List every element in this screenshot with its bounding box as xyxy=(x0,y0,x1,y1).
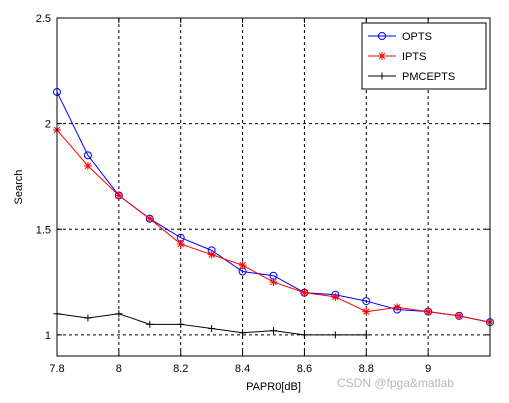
data-point-pmcepts xyxy=(115,310,123,318)
watermark: CSDN @fpga&matlab xyxy=(337,376,454,390)
data-point-ipts xyxy=(331,292,340,301)
x-tick-label: 9 xyxy=(425,363,431,375)
x-tick-label: 8.8 xyxy=(359,363,374,375)
data-point-ipts xyxy=(269,278,278,287)
tick-labels: 7.8 8 8.2 8.4 8.6 8.8 9 1 1.5 2 2.5 xyxy=(36,13,432,375)
data-point-ipts xyxy=(238,261,247,270)
data-point-opts xyxy=(362,297,371,306)
data-point-ipts xyxy=(83,161,92,170)
data-point-ipts xyxy=(455,311,464,320)
data-point-pmcepts xyxy=(208,325,216,333)
data-point-ipts xyxy=(300,288,309,297)
data-point-ipts xyxy=(393,303,402,312)
x-tick-label: 8.6 xyxy=(297,363,312,375)
legend-marker-ipts xyxy=(378,52,386,60)
data-point-ipts xyxy=(207,250,216,259)
data-point-pmcepts xyxy=(362,331,370,339)
data-point-ipts xyxy=(362,307,371,316)
data-point-ipts xyxy=(145,214,154,223)
data-point-pmcepts xyxy=(331,331,339,339)
data-point-opts xyxy=(83,151,92,160)
series-layer xyxy=(53,87,494,339)
data-point-ipts xyxy=(114,191,123,200)
legend-marker-pmcepts xyxy=(378,72,386,80)
y-tick-label: 2.5 xyxy=(36,13,51,25)
y-tick-label: 1.5 xyxy=(36,224,51,236)
data-point-pmcepts xyxy=(239,329,247,337)
data-point-pmcepts xyxy=(84,314,92,322)
legend-entry-pmcepts: PMCEPTS xyxy=(368,71,455,83)
y-tick-label: 2 xyxy=(45,119,51,131)
data-point-ipts xyxy=(176,240,185,249)
y-axis-label: Search xyxy=(13,170,25,205)
data-point-pmcepts xyxy=(177,320,185,328)
y-tick-label: 1 xyxy=(45,330,51,342)
legend: OPTS IPTS PMCEPTS xyxy=(361,22,487,90)
x-tick-label: 8 xyxy=(116,363,122,375)
x-tick-label: 7.8 xyxy=(49,363,64,375)
legend-entry-ipts: IPTS xyxy=(368,51,426,63)
data-point-pmcepts xyxy=(146,320,154,328)
legend-marker-opts xyxy=(378,32,386,40)
x-axis-label: PAPR0[dB] xyxy=(246,381,301,393)
data-point-pmcepts xyxy=(270,327,277,335)
legend-entry-opts: OPTS xyxy=(368,31,432,43)
x-tick-label: 8.4 xyxy=(235,363,250,375)
data-point-pmcepts xyxy=(300,331,308,339)
legend-label-pmcepts: PMCEPTS xyxy=(402,71,455,83)
data-point-ipts xyxy=(424,307,433,316)
legend-label-opts: OPTS xyxy=(402,31,432,43)
series-pmcepts xyxy=(53,310,370,339)
plot-frame xyxy=(56,17,491,357)
x-tick-label: 8.2 xyxy=(173,363,188,375)
legend-label-ipts: IPTS xyxy=(402,51,426,63)
